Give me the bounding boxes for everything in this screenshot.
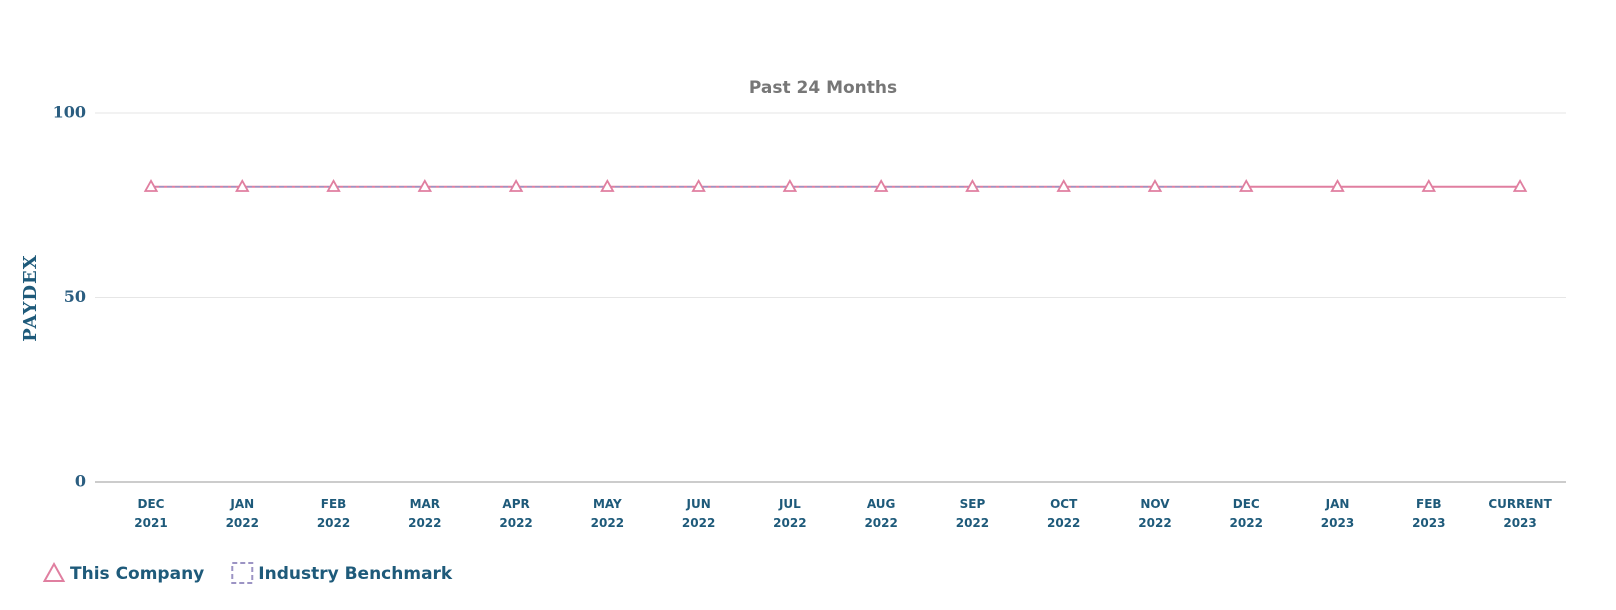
x-tick-label: OCT 2022	[1047, 497, 1080, 530]
x-tick-label: MAY 2022	[591, 497, 624, 530]
y-axis-label: PAYDEX	[20, 254, 41, 341]
legend-label: This Company	[70, 564, 204, 584]
point-marker	[1056, 178, 1071, 192]
point-marker	[417, 178, 433, 192]
y-tick-label: 100	[53, 103, 86, 122]
legend-item: This Company	[42, 561, 204, 584]
x-tick-label: JAN 2022	[226, 497, 259, 530]
x-tick-label: FEB 2022	[317, 497, 350, 530]
legend-item: Industry Benchmark	[231, 562, 453, 584]
legend-icon	[42, 561, 66, 582]
point-marker	[873, 178, 889, 192]
point-marker	[235, 178, 250, 192]
x-tick-label: CURRENT 2023	[1488, 497, 1552, 530]
x-tick-label: NOV 2022	[1138, 497, 1171, 530]
point-marker	[326, 178, 341, 192]
point-marker	[1512, 178, 1528, 192]
y-tick-label: 50	[64, 287, 86, 306]
x-tick-label: FEB 2023	[1412, 497, 1445, 530]
point-marker	[143, 178, 159, 192]
x-tick-label: JAN 2023	[1321, 497, 1354, 530]
point-marker	[1239, 178, 1254, 192]
x-tick-label: JUL 2022	[773, 497, 806, 530]
x-tick-label: AUG 2022	[864, 497, 897, 530]
point-marker	[1330, 178, 1345, 192]
point-marker	[691, 178, 706, 192]
point-marker	[1147, 178, 1163, 192]
chart-title: Past 24 Months	[749, 78, 897, 98]
x-tick-label: APR 2022	[499, 497, 532, 530]
y-tick-label: 0	[75, 472, 86, 491]
x-tick-label: DEC 2022	[1230, 497, 1263, 530]
point-marker	[965, 178, 980, 192]
point-marker	[600, 178, 615, 192]
x-tick-label: DEC 2021	[134, 497, 167, 530]
point-marker	[1421, 178, 1437, 192]
point-marker	[508, 178, 524, 192]
legend-icon	[231, 562, 254, 584]
x-tick-label: MAR 2022	[408, 497, 441, 530]
x-tick-label: SEP 2022	[956, 497, 989, 530]
legend-label: Industry Benchmark	[258, 564, 453, 584]
x-tick-label: JUN 2022	[682, 497, 715, 530]
point-marker	[782, 178, 798, 192]
